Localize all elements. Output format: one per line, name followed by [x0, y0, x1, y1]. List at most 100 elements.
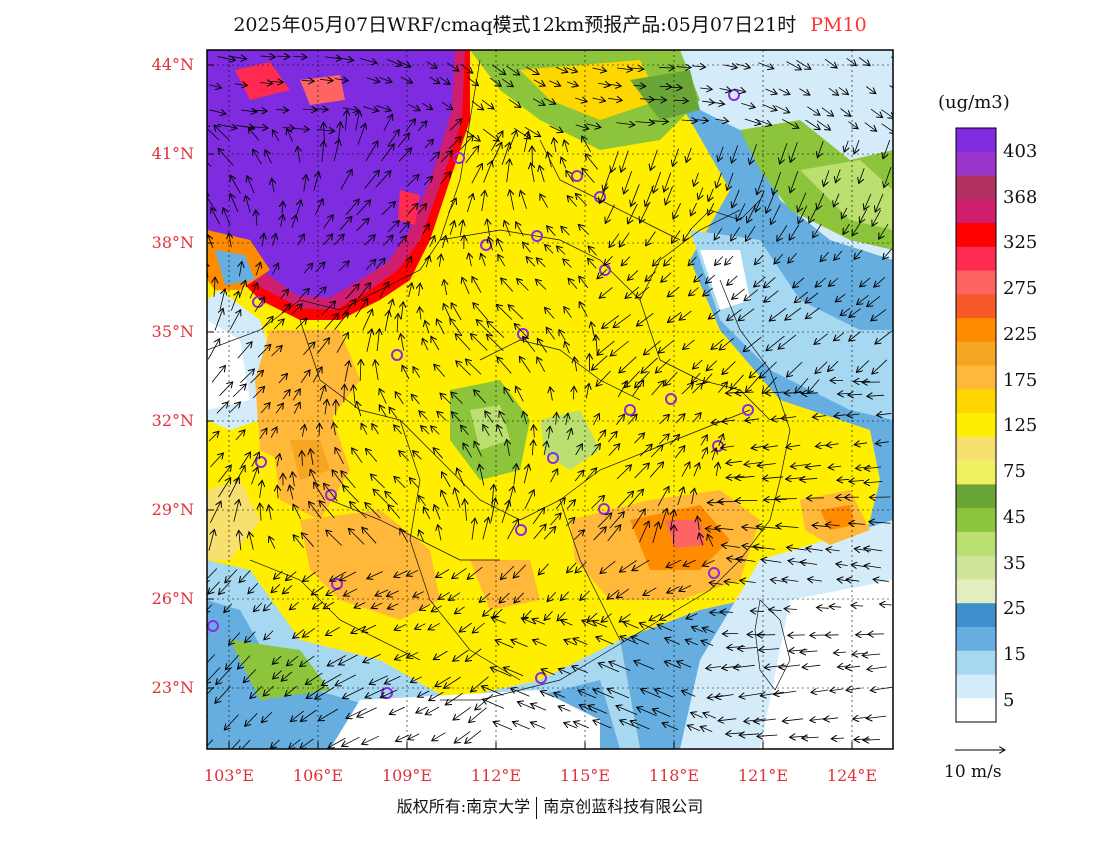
- wind-arrow: [800, 562, 818, 565]
- wind-arrow: [836, 564, 848, 566]
- wind-arrow: [781, 417, 797, 419]
- wind-arrow: [805, 465, 822, 467]
- wind-arrow: [652, 709, 671, 718]
- wind-arrow: [777, 225, 788, 241]
- wind-arrow: [357, 123, 366, 145]
- wind-arrow: [578, 690, 597, 699]
- wind-arrow: [479, 464, 485, 486]
- wind-arrow: [325, 399, 327, 415]
- wind-arrow: [492, 64, 505, 75]
- wind-arrow: [651, 99, 667, 100]
- wind-arrow: [884, 166, 892, 188]
- wind-arrow: [780, 143, 788, 164]
- wind-arrow: [566, 413, 568, 425]
- wind-arrow: [568, 278, 578, 289]
- wind-arrow: [426, 256, 429, 268]
- wind-arrow: [472, 622, 485, 633]
- wind-arrow: [744, 118, 761, 124]
- wind-arrow: [396, 734, 410, 741]
- wind-arrow: [365, 688, 385, 698]
- wind-arrow: [207, 191, 209, 195]
- wind-arrow: [864, 193, 872, 210]
- wind-arrow: [547, 592, 556, 601]
- lon-label-121: 121°E: [737, 766, 789, 785]
- wind-arrow: [812, 416, 827, 418]
- wind-arrow: [634, 463, 650, 479]
- wind-arrow: [225, 654, 240, 670]
- wind-arrow: [844, 140, 848, 152]
- wind-arrow: [567, 562, 577, 573]
- wind-arrow: [379, 405, 387, 418]
- wind-arrow: [721, 545, 741, 548]
- wind-arrow: [397, 314, 398, 333]
- wind-arrow: [762, 104, 777, 111]
- wind-arrow: [556, 412, 557, 425]
- wind-arrow: [859, 168, 865, 183]
- wind-arrow: [531, 704, 547, 711]
- wind-arrow: [687, 725, 700, 731]
- wind-arrow: [573, 386, 574, 400]
- wind-arrow: [315, 686, 335, 699]
- wind-arrow: [353, 385, 355, 403]
- wind-arrow: [437, 411, 447, 421]
- wind-arrow: [593, 720, 612, 729]
- wind-arrow: [665, 371, 678, 386]
- wind-arrow: [700, 435, 707, 446]
- wind-arrow: [694, 120, 709, 121]
- wind-arrow: [620, 636, 639, 645]
- wind-arrow: [817, 608, 829, 609]
- wind-arrow: [261, 316, 273, 330]
- wind-arrow: [508, 305, 524, 320]
- colorbar-swatch: [956, 579, 996, 604]
- wind-arrow: [761, 559, 782, 562]
- wind-arrow: [472, 518, 475, 540]
- wind-arrow: [376, 105, 391, 111]
- wind-arrow: [450, 319, 463, 336]
- wind-arrow: [495, 640, 514, 649]
- wind-arrow: [801, 393, 819, 394]
- wind-arrow: [600, 560, 616, 573]
- wind-arrow: [261, 711, 273, 722]
- wind-arrow: [555, 67, 568, 72]
- wind-arrow: [673, 202, 682, 219]
- wind-arrow: [302, 627, 316, 637]
- wind-arrow: [635, 122, 655, 123]
- wind-arrow: [865, 86, 876, 94]
- wind-arrow: [506, 65, 519, 75]
- wind-arrow: [386, 59, 402, 65]
- wind-arrow: [681, 691, 696, 697]
- wind-arrow: [417, 690, 430, 697]
- wind-arrow: [501, 142, 510, 166]
- wind-arrow: [271, 346, 283, 357]
- wind-arrow: [824, 718, 839, 720]
- wind-arrow: [214, 277, 215, 297]
- wind-arrow: [578, 224, 589, 235]
- wind-arrow: [282, 390, 290, 400]
- wind-arrow: [716, 172, 722, 188]
- lon-label-115: 115°E: [559, 766, 611, 785]
- wind-arrow: [834, 652, 847, 653]
- wind-arrow: [411, 394, 420, 405]
- wind-arrow: [456, 361, 471, 376]
- wind-arrow: [670, 87, 682, 88]
- wind-arrow: [207, 604, 213, 614]
- wind-arrow: [431, 426, 440, 435]
- wind-arrow: [413, 592, 424, 597]
- wind-arrow: [269, 536, 276, 549]
- wind-arrow: [444, 280, 447, 296]
- wind-arrow: [326, 626, 340, 635]
- wind-arrow: [512, 722, 530, 730]
- wind-arrow: [345, 284, 359, 300]
- wind-arrow: [764, 277, 776, 288]
- wind-arrow: [838, 87, 849, 94]
- wind-arrow: [409, 478, 419, 488]
- colorbar-swatch: [956, 318, 996, 343]
- wind-arrow: [561, 157, 566, 169]
- wind-arrow: [333, 234, 344, 246]
- wind-arrow: [207, 568, 218, 583]
- colorbar-swatch: [956, 626, 996, 652]
- wind-arrow: [611, 151, 619, 172]
- wind-arrow: [523, 336, 536, 352]
- wind-arrow: [395, 392, 404, 405]
- wind-arrow: [573, 530, 584, 540]
